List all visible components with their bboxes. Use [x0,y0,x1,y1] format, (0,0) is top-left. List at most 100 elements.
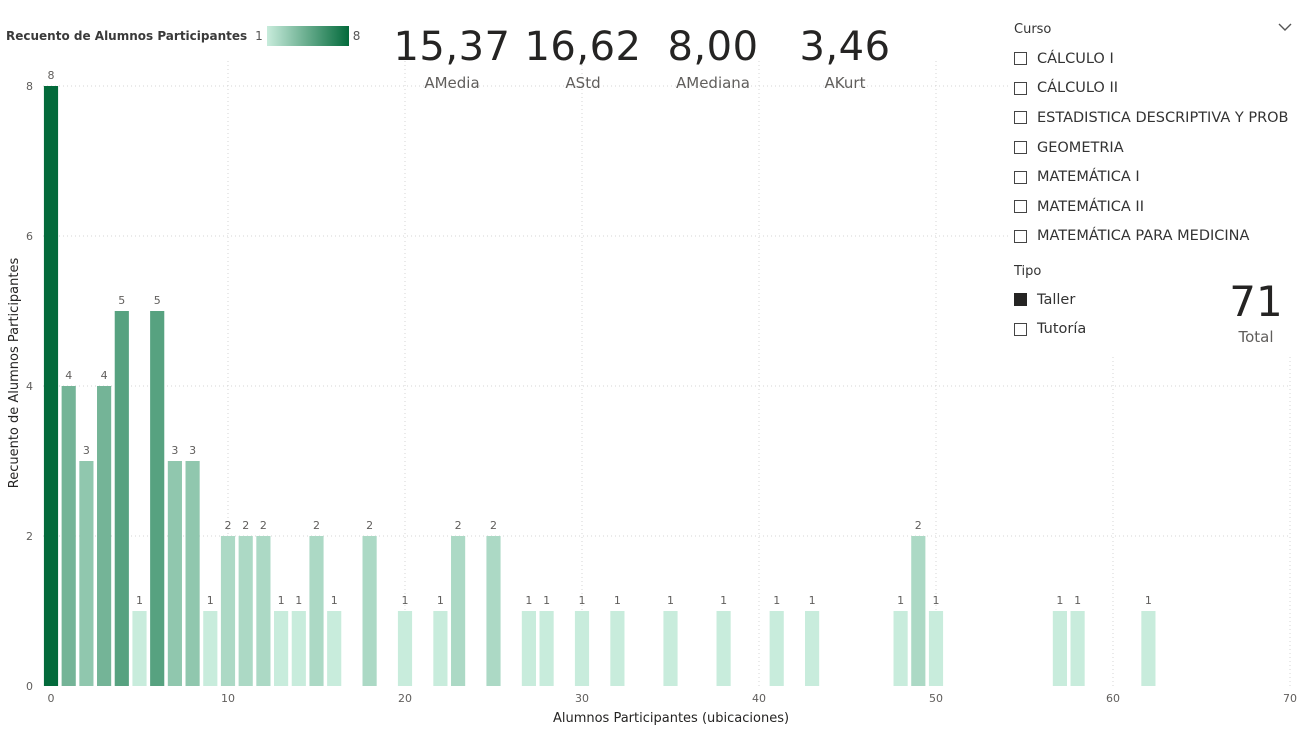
bar[interactable] [203,611,218,686]
curso-option-matematica-i[interactable]: MATEMÁTICA I [1014,162,1289,192]
y-tick-label: 4 [26,380,33,393]
tipo-option-taller[interactable]: Taller [1014,285,1086,315]
checkbox[interactable] [1014,141,1027,155]
y-tick-label: 8 [26,80,33,93]
kpi-label: AMediana [675,74,750,92]
bar[interactable] [291,611,306,686]
bar[interactable] [362,536,377,686]
kpi-value: 3,46 [799,24,891,70]
total-card: 71 Total [1216,276,1296,346]
bar[interactable] [928,611,944,686]
checkbox[interactable] [1014,111,1027,125]
curso-option-estadistica[interactable]: ESTADISTICA DESCRIPTIVA Y PROB [1014,103,1289,133]
kpi-value: 16,62 [524,24,642,70]
checkbox[interactable] [1014,229,1027,243]
bar[interactable] [539,611,554,686]
x-tick-label: 70 [1283,692,1297,705]
bar[interactable] [256,536,271,686]
bar-data-label: 1 [614,594,621,607]
bar[interactable] [97,386,112,686]
option-label: MATEMÁTICA I [1037,169,1140,186]
option-label: CÁLCULO II [1037,80,1118,97]
x-tick-label: 40 [752,692,766,705]
bar[interactable] [893,611,908,686]
bar[interactable] [663,611,678,686]
kpi-value: 15,37 [393,24,511,70]
chevron-down-icon[interactable] [1277,19,1293,35]
kpi-label: AStd [565,74,601,92]
curso-option-matematica-medicina[interactable]: MATEMÁTICA PARA MEDICINA [1014,222,1289,252]
bar[interactable] [274,611,289,686]
curso-option-geometria[interactable]: GEOMETRIA [1014,133,1289,163]
bar-data-label: 5 [154,294,161,307]
bar[interactable] [150,311,165,686]
kpi-label: AMedia [424,74,480,92]
y-tick-label: 0 [26,680,33,693]
bar[interactable] [43,86,59,686]
legend-gradient [266,26,349,46]
bar[interactable] [451,536,466,686]
kpi-card-amedia: 15,37 AMedia [377,22,527,92]
checkbox[interactable] [1014,170,1027,184]
checkbox[interactable] [1014,52,1027,66]
legend-max: 8 [352,29,361,43]
curso-option-calculo-i[interactable]: CÁLCULO I [1014,44,1289,74]
kpi-value: 8,00 [667,24,759,70]
bar[interactable] [486,536,501,686]
bar-data-label: 1 [1074,594,1081,607]
bar-data-label: 1 [402,594,409,607]
bar[interactable] [769,611,784,686]
bar-data-label: 2 [915,519,922,532]
bar[interactable] [185,461,200,686]
bar[interactable] [220,536,236,686]
checkbox[interactable] [1014,81,1027,95]
bar[interactable] [433,611,448,686]
kpi-card-amediana: 8,00 AMediana [638,22,788,92]
bar-data-label: 1 [295,594,302,607]
bar[interactable] [132,611,147,686]
checkbox[interactable] [1014,322,1027,336]
bar[interactable] [167,461,182,686]
bar-data-label: 1 [897,594,904,607]
bar-data-label: 1 [809,594,816,607]
bar[interactable] [911,536,926,686]
bar-data-label: 2 [260,519,267,532]
tipo-option-tutoria[interactable]: Tutoría [1014,315,1086,345]
checkbox[interactable] [1014,200,1027,214]
curso-slicer: CÁLCULO I CÁLCULO II ESTADISTICA DESCRIP… [1014,44,1289,251]
bar[interactable] [397,611,413,686]
bar[interactable] [309,536,324,686]
bar[interactable] [61,386,76,686]
bar-data-label: 1 [933,594,940,607]
bar-data-label: 4 [65,369,72,382]
bar[interactable] [521,611,536,686]
bar-data-label: 1 [720,594,727,607]
option-label: GEOMETRIA [1037,139,1124,156]
curso-option-matematica-ii[interactable]: MATEMÁTICA II [1014,192,1289,222]
bar[interactable] [574,611,590,686]
bar[interactable] [238,536,253,686]
kpi-label: AKurt [824,74,866,92]
bar-data-label: 2 [313,519,320,532]
option-label: CÁLCULO I [1037,50,1114,67]
x-tick-label: 0 [48,692,55,705]
bar-data-label: 1 [136,594,143,607]
bar-data-label: 5 [118,294,125,307]
bar-data-label: 2 [242,519,249,532]
option-label: MATEMÁTICA II [1037,198,1144,215]
bar[interactable] [1052,611,1067,686]
bar[interactable] [1141,611,1156,686]
legend-min: 1 [255,29,263,43]
checkbox-checked[interactable] [1014,293,1027,307]
y-axis-title: Recuento de Alumnos Participantes [7,258,22,489]
bar[interactable] [716,611,731,686]
curso-option-calculo-ii[interactable]: CÁLCULO II [1014,74,1289,104]
bar[interactable] [114,311,129,686]
bar[interactable] [1070,611,1085,686]
bar[interactable] [805,611,820,686]
x-tick-label: 10 [221,692,235,705]
bar[interactable] [79,461,94,686]
bar[interactable] [610,611,625,686]
bar[interactable] [327,611,342,686]
x-axis-ticks: 0 10 20 30 40 50 60 70 [48,692,1298,705]
